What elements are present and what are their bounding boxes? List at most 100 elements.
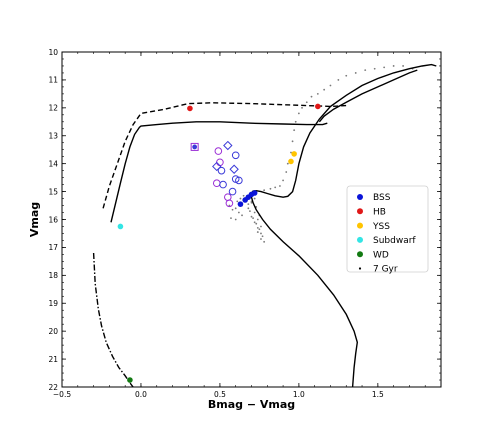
- open-circle-marker: [224, 193, 232, 201]
- isochrone-point: [241, 214, 243, 217]
- open-diamond-marker: [212, 161, 222, 172]
- x-tick-label: 0.5: [214, 390, 226, 399]
- legend-box: [346, 185, 429, 273]
- y-tick-label: 12: [48, 104, 58, 113]
- isochrone-point: [250, 201, 253, 204]
- isochrone-point: [260, 238, 262, 240]
- open-square-marker: [190, 142, 199, 151]
- isochrone-point: [345, 74, 348, 77]
- x-tick-label: −0.5: [53, 390, 71, 399]
- hb-point: [315, 103, 321, 110]
- isochrone-point: [285, 171, 288, 173]
- isochrone-point: [231, 208, 234, 211]
- yss-point: [291, 151, 297, 157]
- isochrone-point: [269, 187, 272, 190]
- y-tick-label: 21: [48, 355, 58, 364]
- isochrone-point: [294, 120, 297, 123]
- isochrone-point: [256, 226, 259, 229]
- isochrone-point: [249, 210, 251, 213]
- open-circle-marker: [235, 176, 243, 185]
- legend-label: WD: [373, 250, 389, 260]
- legend-label: 7 Gyr: [373, 265, 398, 275]
- legend: BSS HB YSS Subdwarf WD 7 Gyr: [346, 185, 429, 275]
- isochrone-point: [274, 186, 277, 189]
- legend-marker-dot: [358, 267, 362, 270]
- yss-point: [288, 158, 294, 165]
- isochrone-point: [293, 129, 296, 132]
- track-curve-solid: [110, 121, 328, 223]
- open-circle-marker: [214, 147, 223, 155]
- y-tick-label: 13: [48, 132, 58, 141]
- isochrone-point: [253, 197, 256, 200]
- isochrone-point: [247, 203, 250, 206]
- isochrone-point: [256, 231, 259, 233]
- legend-label: YSS: [372, 222, 390, 232]
- isochrone-point: [234, 207, 237, 210]
- legend-label: Subdwarf: [373, 236, 416, 246]
- x-axis-label: Bmag − Vmag: [208, 398, 295, 411]
- isochrone-point: [310, 95, 313, 98]
- isochrone-point: [286, 162, 289, 165]
- legend-marker: [357, 251, 363, 258]
- isochrone-point: [364, 69, 367, 72]
- legend-label: BSS: [373, 193, 391, 203]
- y-tick-label: 10: [48, 48, 58, 57]
- open-circle-marker: [219, 180, 227, 189]
- open-circle-marker: [231, 151, 240, 160]
- isochrone-point: [329, 84, 332, 87]
- x-tick-label: 1.0: [293, 390, 305, 399]
- y-tick-label: 14: [48, 159, 58, 168]
- x-tick-label: 0.0: [135, 390, 147, 399]
- y-tick-label: 20: [48, 327, 58, 336]
- legend-label: HB: [373, 208, 386, 218]
- track-curve-solid: [250, 63, 437, 387]
- subdwarf-point: [117, 223, 124, 230]
- isochrone-point: [282, 179, 284, 182]
- isochrone-point: [301, 106, 303, 109]
- isochrone-point: [261, 235, 264, 238]
- isochrone-point: [305, 101, 308, 104]
- track-curve-solid: [318, 69, 418, 123]
- isochrone-point: [373, 67, 376, 70]
- y-tick-label: 16: [48, 215, 58, 224]
- isochrone-point: [260, 225, 262, 228]
- open-circle-marker: [216, 158, 224, 167]
- isochrone-point: [263, 189, 266, 192]
- y-tick-label: 11: [48, 76, 58, 85]
- filled-marker: [192, 144, 198, 150]
- open-diamond-marker: [223, 140, 233, 151]
- isochrone-point: [260, 232, 262, 235]
- isochrone-point: [239, 197, 242, 200]
- isochrone-point: [234, 218, 237, 221]
- isochrone-point: [290, 151, 292, 154]
- isochrone-point: [228, 204, 231, 207]
- isochrone-point: [236, 200, 239, 203]
- isochrone-point: [258, 228, 261, 231]
- y-tick-label: 17: [48, 243, 58, 252]
- isochrone-point: [279, 185, 281, 187]
- isochrone-point: [253, 221, 256, 224]
- isochrone-point: [247, 207, 250, 210]
- isochrone-point: [255, 222, 258, 225]
- open-circle-marker: [217, 166, 226, 175]
- isochrone-point: [252, 217, 254, 220]
- isochrone-point: [291, 140, 294, 143]
- bss-point: [237, 201, 244, 207]
- isochrone-point: [253, 211, 256, 214]
- legend-marker: [357, 236, 363, 243]
- open-circle-marker: [228, 187, 237, 196]
- isochrone-point: [323, 88, 326, 91]
- isochrone-point: [337, 79, 340, 81]
- y-tick-label: 15: [48, 187, 58, 196]
- x-tick-label: 1.5: [372, 390, 384, 399]
- isochrone-point: [230, 217, 232, 220]
- y-axis-label: Vmag: [28, 202, 41, 237]
- isochrone-point: [242, 194, 245, 197]
- hb-point: [187, 105, 193, 112]
- legend-marker: [357, 208, 363, 215]
- track-curve-dashed: [102, 102, 347, 209]
- bss-point: [251, 190, 258, 196]
- isochrone-point: [256, 218, 259, 221]
- track-curve-dash-dot: [92, 252, 134, 387]
